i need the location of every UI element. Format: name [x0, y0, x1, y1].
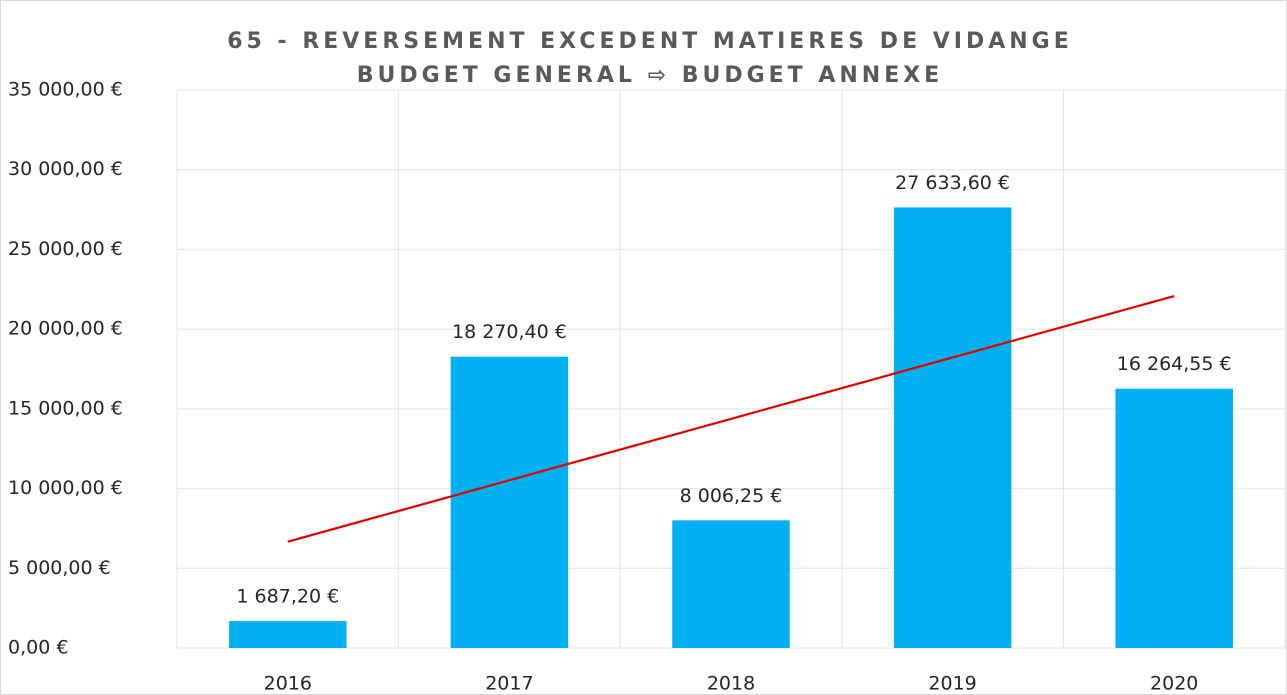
y-tick-label: 20 000,00 €	[8, 318, 123, 340]
y-tick-label: 5 000,00 €	[8, 557, 111, 579]
x-tick-label: 2020	[1150, 673, 1198, 695]
data-label: 27 633,60 €	[895, 172, 1010, 194]
bar	[1115, 388, 1233, 648]
data-label: 8 006,25 €	[680, 485, 783, 507]
y-tick-label: 0,00 €	[8, 637, 68, 659]
bar	[229, 621, 347, 648]
trendline	[287, 294, 1175, 543]
x-tick-label: 2019	[928, 673, 976, 695]
x-tick-label: 2018	[707, 673, 755, 695]
x-tick-label: 2016	[264, 673, 312, 695]
data-label: 18 270,40 €	[452, 321, 567, 343]
bar	[893, 207, 1012, 648]
bar	[450, 356, 569, 648]
y-tick-label: 25 000,00 €	[8, 238, 123, 260]
data-label: 16 264,55 €	[1117, 353, 1232, 375]
y-tick-label: 15 000,00 €	[8, 397, 123, 419]
data-label: 1 687,20 €	[236, 586, 339, 608]
y-tick-label: 30 000,00 €	[8, 158, 123, 180]
x-tick-label: 2017	[485, 673, 533, 695]
chart-title: 65 - REVERSEMENT EXCEDENT MATIERES DE VI…	[227, 29, 1073, 54]
y-tick-label: 35 000,00 €	[8, 79, 123, 101]
bar	[672, 520, 790, 648]
chart-subtitle: BUDGET GENERAL ⇨ BUDGET ANNEXE	[357, 63, 943, 88]
y-tick-label: 10 000,00 €	[8, 477, 123, 499]
